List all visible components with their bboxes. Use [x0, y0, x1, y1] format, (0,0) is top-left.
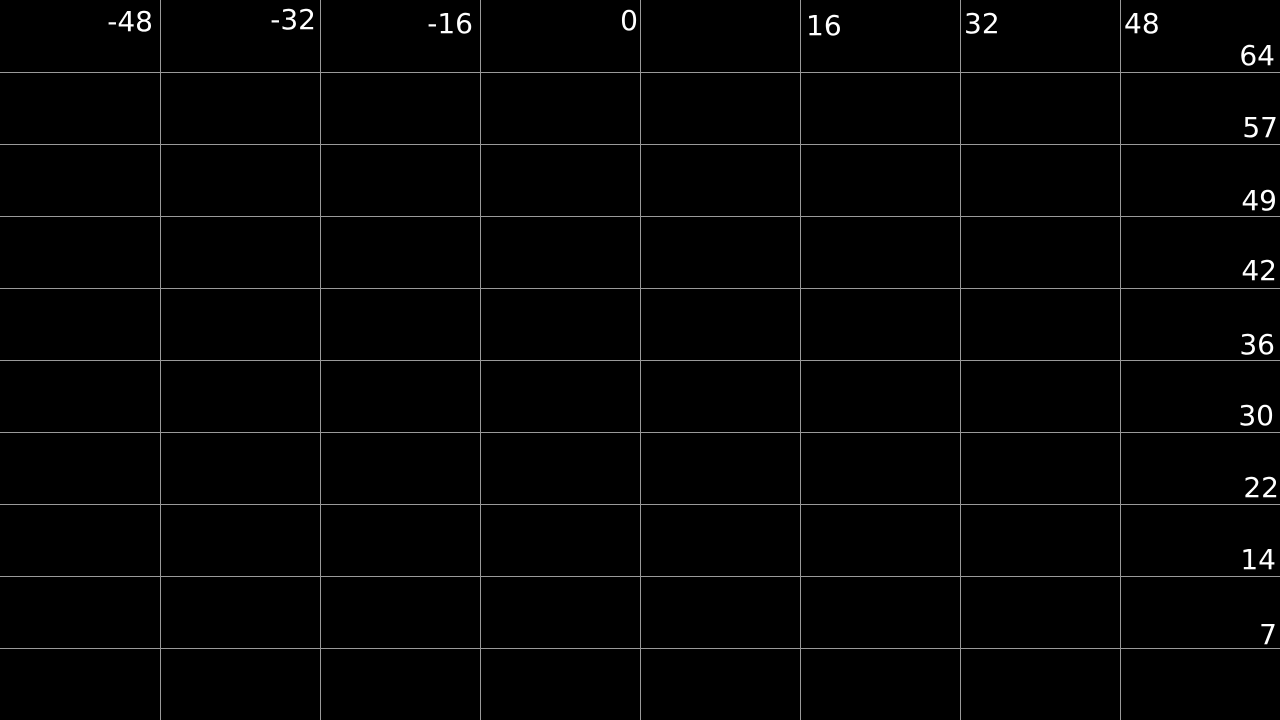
x-coordinate-label: 0: [620, 4, 638, 37]
x-coordinate-label: -16: [427, 7, 473, 40]
x-coordinate-label: -32: [270, 3, 316, 36]
y-coordinate-labels: 64 57 49 42 36 30 22 14 7: [1238, 39, 1279, 651]
y-coordinate-label: 22: [1243, 471, 1279, 504]
y-coordinate-label: 49: [1241, 184, 1277, 217]
x-coordinate-labels: -48 -32 -16 0 16 32 48: [107, 3, 1159, 42]
y-coordinate-label: 36: [1239, 328, 1275, 361]
x-coordinate-label: 16: [806, 9, 842, 42]
y-coordinate-label: 64: [1239, 39, 1275, 72]
y-coordinate-label: 7: [1259, 618, 1277, 651]
x-coordinate-label: 32: [964, 7, 1000, 40]
y-coordinate-label: 42: [1241, 254, 1277, 287]
horizontal-grid-lines: [0, 72, 1280, 649]
y-coordinate-label: 57: [1242, 111, 1278, 144]
y-coordinate-label: 14: [1240, 543, 1276, 576]
x-coordinate-label: -48: [107, 5, 153, 38]
y-coordinate-label: 30: [1238, 399, 1274, 432]
x-coordinate-label: 48: [1124, 7, 1160, 40]
